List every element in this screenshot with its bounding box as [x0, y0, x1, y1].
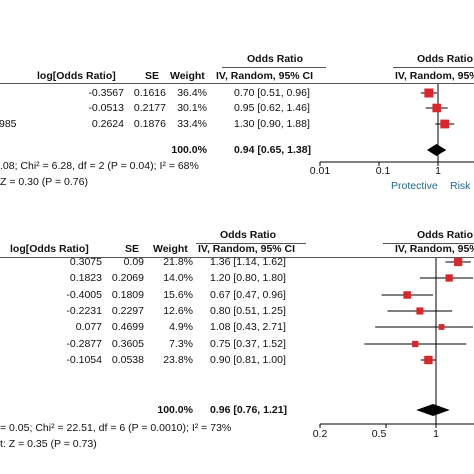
study-marker	[424, 355, 433, 365]
study-marker	[438, 324, 445, 330]
se-cell: 0.1809	[111, 289, 144, 301]
log-or-cell: -0.0513	[88, 102, 124, 114]
se-cell: 0.2069	[111, 272, 144, 284]
or-method-header: IV, Random, 95% CI	[216, 70, 314, 82]
tick-label: 1	[435, 165, 441, 177]
plot-method-header: IV, Random, 95%	[395, 243, 474, 255]
se-cell: 0.2297	[111, 305, 144, 317]
axis-label-risk: Risk	[450, 180, 471, 192]
se-cell: 0.3605	[111, 338, 144, 350]
weight-cell: 7.3%	[169, 338, 193, 350]
se-cell: 0.2177	[133, 102, 166, 114]
se-cell: 0.0538	[111, 354, 144, 366]
log-or-cell: -0.3567	[88, 87, 124, 99]
log-or-cell: -0.2231	[66, 305, 102, 317]
weight-header: Weight	[153, 243, 188, 255]
weight-cell: 30.1%	[177, 102, 207, 114]
study-marker	[416, 307, 424, 315]
pooled-diamond	[416, 404, 450, 416]
ci-cell: 0.90 [0.81, 1.00]	[210, 354, 286, 366]
log-or-cell: -0.1054	[66, 354, 102, 366]
study-marker	[432, 103, 441, 113]
study-marker	[440, 119, 450, 129]
ci-cell: 0.75 [0.37, 1.52]	[210, 338, 286, 350]
study-cell: 985	[0, 118, 17, 130]
table-rule	[0, 83, 474, 84]
log-or-cell: 0.3075	[69, 256, 102, 268]
se-header: SE	[145, 70, 160, 82]
or-group-header: Odds Ratio	[246, 53, 303, 65]
ci-cell: 0.67 [0.47, 0.96]	[210, 289, 286, 301]
or-group-header: Odds Ratio	[219, 229, 276, 241]
axis-label-protective: Protective	[391, 180, 438, 192]
ci-cell: 0.70 [0.51, 0.96]	[234, 87, 310, 99]
tick-label: 0.1	[375, 165, 391, 177]
plot-group-header: Odds Ratio	[416, 229, 473, 241]
total-ci: 0.96 [0.76, 1.21]	[210, 404, 288, 416]
study-marker	[412, 340, 419, 348]
weight-cell: 14.0%	[163, 272, 193, 284]
tick-label: 0.2	[312, 428, 328, 440]
weight-header: Weight	[170, 70, 205, 82]
overall-effect-text: t: Z = 0.35 (P = 0.73)	[0, 438, 97, 450]
header-rule	[196, 243, 306, 244]
log-or-cell: 0.077	[75, 321, 102, 333]
total-ci: 0.94 [0.65, 1.38]	[234, 144, 312, 156]
tick-label: 0.5	[371, 428, 387, 440]
weight-cell: 33.4%	[177, 118, 207, 130]
study-marker	[403, 291, 411, 299]
se-cell: 0.4699	[111, 321, 144, 333]
log-or-cell: 0.2624	[91, 118, 124, 130]
total-weight: 100.0%	[157, 404, 193, 416]
se-cell: 0.1876	[133, 118, 166, 130]
log-or-header: log[Odds Ratio]	[10, 243, 89, 255]
plot-group-header: Odds Ratio	[416, 53, 473, 65]
weight-cell: 4.9%	[169, 321, 193, 333]
study-marker	[454, 257, 463, 267]
ci-cell: 1.20 [0.80, 1.80]	[210, 272, 286, 284]
table-rule	[0, 257, 474, 258]
weight-cell: 23.8%	[163, 354, 193, 366]
se-cell: 0.09	[123, 256, 144, 268]
ci-cell: 1.08 [0.43, 2.71]	[210, 321, 286, 333]
se-header: SE	[125, 243, 140, 255]
study-marker	[424, 88, 434, 98]
header-rule	[222, 67, 326, 68]
log-or-cell: -0.4005	[66, 289, 102, 301]
or-method-header: IV, Random, 95% CI	[198, 243, 296, 255]
weight-cell: 15.6%	[163, 289, 193, 301]
plot-method-header: IV, Random, 95%	[395, 70, 474, 82]
log-or-cell: 0.1823	[69, 272, 102, 284]
pooled-diamond	[426, 144, 447, 156]
overall-effect-text: Z = 0.30 (P = 0.76)	[0, 176, 88, 188]
ci-cell: 0.95 [0.62, 1.46]	[234, 102, 310, 114]
weight-cell: 21.8%	[163, 256, 193, 268]
tick-label: 0.01	[309, 165, 331, 177]
weight-cell: 36.4%	[177, 87, 207, 99]
total-weight: 100.0%	[171, 144, 207, 156]
tick-label: 1	[433, 428, 439, 440]
header-rule	[393, 67, 474, 68]
weight-cell: 12.6%	[163, 305, 193, 317]
heterogeneity-text: = 0.05; Chi² = 22.51, df = 6 (P = 0.0010…	[0, 422, 232, 434]
se-cell: 0.1616	[133, 87, 166, 99]
ci-cell: 0.80 [0.51, 1.25]	[210, 305, 286, 317]
header-rule	[383, 243, 474, 244]
ci-cell: 1.30 [0.90, 1.88]	[234, 118, 310, 130]
log-or-cell: -0.2877	[66, 338, 102, 350]
log-or-header: log[Odds Ratio]	[37, 70, 116, 82]
ci-cell: 1.36 [1.14, 1.62]	[210, 256, 286, 268]
study-marker	[445, 274, 453, 282]
heterogeneity-text: .08; Chi² = 6.28, df = 2 (P = 0.04); I² …	[0, 160, 199, 172]
